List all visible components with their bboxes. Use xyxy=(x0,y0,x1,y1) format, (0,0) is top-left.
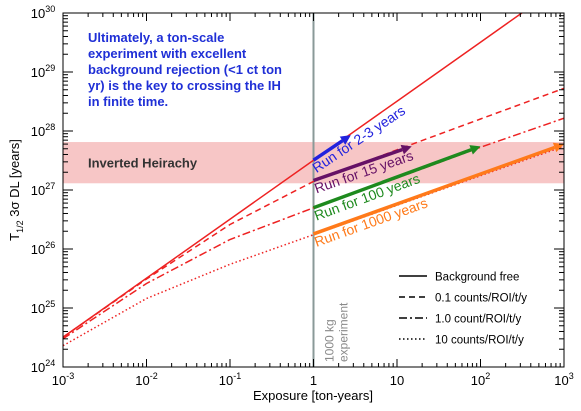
y-tick-base: 10 xyxy=(31,242,45,257)
y-tick-label-3: 1026 xyxy=(31,240,55,257)
x-tick-label-7: 103 xyxy=(554,371,573,388)
y-tick-exponent: 28 xyxy=(45,122,55,132)
arrow-head-2 xyxy=(400,144,412,155)
y-tick-exponent: 24 xyxy=(45,358,55,368)
y-tick-base: 10 xyxy=(31,183,45,198)
legend: Background free 0.1 counts/ROI/t/y 1.0 cou… xyxy=(399,272,527,347)
y-tick-base: 10 xyxy=(31,360,45,375)
y-tick-label-6: 1029 xyxy=(31,63,55,80)
x-tick-base: 10 xyxy=(390,373,404,388)
vline-label-line1: 1000 kg xyxy=(323,319,337,362)
series-layer xyxy=(63,13,564,347)
annotation-line-1: Ultimately, a ton-scale xyxy=(88,30,224,45)
x-tick-label-3: 10-1 xyxy=(219,371,241,388)
x-tick-exponent: -1 xyxy=(233,371,241,381)
arrow-head-1 xyxy=(339,135,351,145)
arrow-head-4 xyxy=(552,142,564,153)
y-tick-exponent: 29 xyxy=(45,63,55,73)
band-label: Inverted Heirachy xyxy=(88,156,198,171)
annotation-line-3: background rejection (<1 ct ton xyxy=(88,62,282,77)
x-tick-exponent: -3 xyxy=(66,371,74,381)
y-axis-label-rest: 3σ DL [years] xyxy=(7,139,22,220)
legend-label-4: 10 counts/ROI/t/y xyxy=(435,335,524,347)
x-tick-label-4: 1 xyxy=(310,373,317,388)
arrow-shaft-4 xyxy=(312,145,556,236)
x-tick-base: 10 xyxy=(554,373,568,388)
axes-layer: 10-3 10-2 10-1 1 10 102 1031024102510261027102… xyxy=(31,4,574,388)
x-tick-label-5: 10 xyxy=(390,373,404,388)
y-tick-exponent: 26 xyxy=(45,240,55,250)
x-tick-base: 1 xyxy=(310,373,317,388)
y-tick-exponent: 30 xyxy=(45,4,55,14)
x-tick-label-2: 10-2 xyxy=(135,371,157,388)
y-tick-base: 10 xyxy=(31,124,45,139)
x-tick-exponent: 3 xyxy=(569,371,574,381)
x-axis-label: Exposure [ton-years] xyxy=(253,388,373,403)
legend-label-3: 1.0 count/ROI/t/y xyxy=(435,314,522,326)
x-tick-exponent: -2 xyxy=(150,371,158,381)
series-line-1 xyxy=(63,13,524,338)
y-tick-label-5: 1028 xyxy=(31,122,55,139)
arrow-head-3 xyxy=(469,145,481,155)
y-axis-label-subscript: 1/2 xyxy=(15,220,25,233)
x-tick-base: 10 xyxy=(471,373,485,388)
y-axis-label-main: T xyxy=(7,233,22,241)
vline-label-line2: experiment xyxy=(337,302,351,362)
series-line-3 xyxy=(63,117,564,340)
vline-layer: 1000 kgexperiment xyxy=(312,13,351,367)
x-tick-exponent: 2 xyxy=(485,371,490,381)
vline-label: 1000 kgexperiment xyxy=(323,302,351,362)
y-tick-base: 10 xyxy=(31,6,45,21)
y-tick-exponent: 27 xyxy=(45,181,55,191)
y-tick-base: 10 xyxy=(31,301,45,316)
annotation-line-5: in finite time. xyxy=(88,94,168,109)
annotation-line-4: yr) is the key to crossing the IH xyxy=(88,78,281,93)
annotation-text: Ultimately, a ton-scale experiment with e… xyxy=(88,30,282,109)
y-tick-label-1: 1024 xyxy=(31,358,55,375)
y-tick-label-7: 1030 xyxy=(31,4,55,21)
legend-label-2: 0.1 counts/ROI/t/y xyxy=(435,293,527,305)
x-tick-label-1: 10-3 xyxy=(52,371,74,388)
series-line-2 xyxy=(63,87,564,338)
y-tick-label-4: 1027 xyxy=(31,181,55,198)
y-tick-base: 10 xyxy=(31,65,45,80)
y-axis-label: T1/2 3σ DL [years] xyxy=(7,139,25,241)
legend-label-1: Background free xyxy=(435,272,519,284)
y-tick-exponent: 25 xyxy=(45,299,55,309)
text-layer: Exposure [ton-years] T1/2 3σ DL [years] Ul… xyxy=(7,30,373,403)
arrow-shaft-2 xyxy=(312,147,403,183)
arrow-shaft-3 xyxy=(312,148,472,210)
x-tick-base: 10 xyxy=(52,373,66,388)
arrow-shaft-1 xyxy=(312,139,344,162)
annotation-line-2: experiment with excellent xyxy=(88,46,247,61)
x-tick-base: 10 xyxy=(135,373,149,388)
x-tick-label-6: 102 xyxy=(471,371,490,388)
y-tick-label-2: 1025 xyxy=(31,299,55,316)
x-tick-base: 10 xyxy=(219,373,233,388)
